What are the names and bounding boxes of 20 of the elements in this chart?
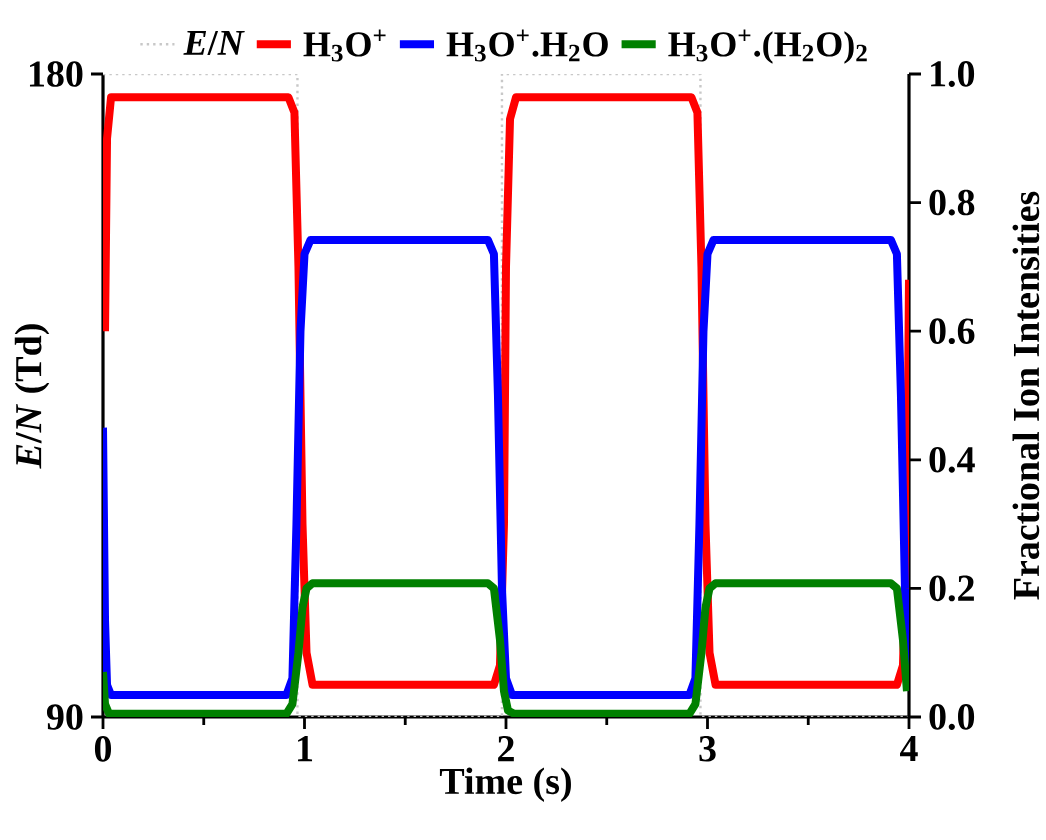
y2-tick-label: 0.6 [929,318,975,345]
y-tick-label: 180 [29,61,83,87]
y2-axis-title: Fractional Ion Intensities [1012,191,1040,600]
x-tick-label: 1 [298,736,313,762]
x-axis-title: Time (s) [439,767,571,802]
y-axis-title: E/N (Td) [14,324,50,469]
y-tick-label: 90 [46,704,83,730]
y2-tick-label: 0.0 [929,704,975,730]
y2-tick-label: 0.4 [929,446,975,473]
x-tick-label: 3 [699,736,716,762]
legend-label: H$_{3}$O$^{+}$.H$_{2}$O [446,29,608,62]
x-tick-label: 4 [900,736,918,762]
legend-label: H$_{3}$O$^{+}$ [303,29,386,62]
y2-tick-label: 0.2 [929,575,974,602]
y2-tick-label: 1.0 [931,61,975,87]
x-tick-label: 0 [94,736,112,762]
legend-label: H$_{3}$O$^{+}$.(H$_{2}$O)$_{2}$ [668,29,867,64]
y2-tick-label: 0.8 [929,189,975,216]
x-tick-label: 2 [498,736,514,762]
legend-label: E/N [183,30,245,55]
